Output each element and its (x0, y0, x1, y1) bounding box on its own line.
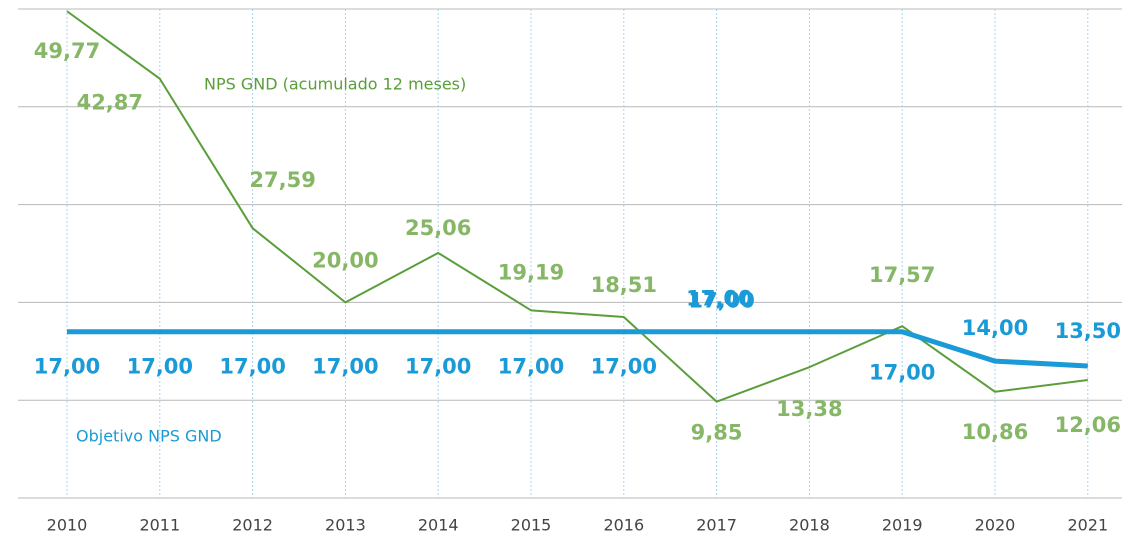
x-tick-label: 2011 (139, 516, 180, 535)
x-tick-label: 2015 (511, 516, 552, 535)
value-label: 17,00 (688, 289, 754, 313)
value-label: 17,00 (686, 287, 752, 311)
value-label: 20,00 (312, 248, 378, 272)
value-label: 17,57 (869, 263, 935, 287)
value-label: 49,77 (34, 39, 100, 63)
value-label: 19,19 (498, 260, 564, 284)
x-tick-label: 2021 (1067, 516, 1108, 535)
series-line (67, 329, 1088, 369)
x-tick-label: 2014 (418, 516, 459, 535)
value-label: 17,00 (34, 355, 100, 379)
x-tick-label: 2018 (789, 516, 830, 535)
value-label: 13,50 (1055, 319, 1121, 343)
series-annotation: NPS GND (acumulado 12 meses) (204, 75, 466, 94)
value-label: 17,00 (219, 355, 285, 379)
x-tick-label: 2010 (47, 516, 88, 535)
value-label: 14,00 (962, 316, 1028, 340)
value-label: 17,00 (127, 355, 193, 379)
series-annotation: Objetivo NPS GND (76, 427, 222, 446)
value-label: 13,38 (776, 397, 842, 421)
value-label: 10,86 (962, 420, 1028, 444)
value-label: 25,06 (405, 216, 471, 240)
x-tick-label: 2013 (325, 516, 366, 535)
value-label: 42,87 (77, 91, 143, 115)
value-label: 27,59 (249, 168, 315, 192)
value-label: 17,00 (498, 355, 564, 379)
x-tick-label: 2019 (882, 516, 923, 535)
x-tick-label: 2012 (232, 516, 273, 535)
value-label: 17,00 (312, 355, 378, 379)
value-label: 17,00 (405, 355, 471, 379)
x-tick-label: 2017 (696, 516, 737, 535)
x-tick-label: 2020 (975, 516, 1016, 535)
x-tick-label: 2016 (603, 516, 644, 535)
value-label: 17,00 (869, 361, 935, 385)
value-label: 12,06 (1055, 413, 1121, 437)
value-label: 18,51 (591, 273, 657, 297)
value-label: 17,00 (591, 355, 657, 379)
value-label: 9,85 (691, 421, 743, 445)
